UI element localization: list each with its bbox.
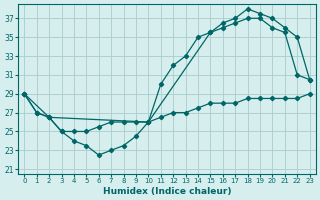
X-axis label: Humidex (Indice chaleur): Humidex (Indice chaleur)	[103, 187, 231, 196]
